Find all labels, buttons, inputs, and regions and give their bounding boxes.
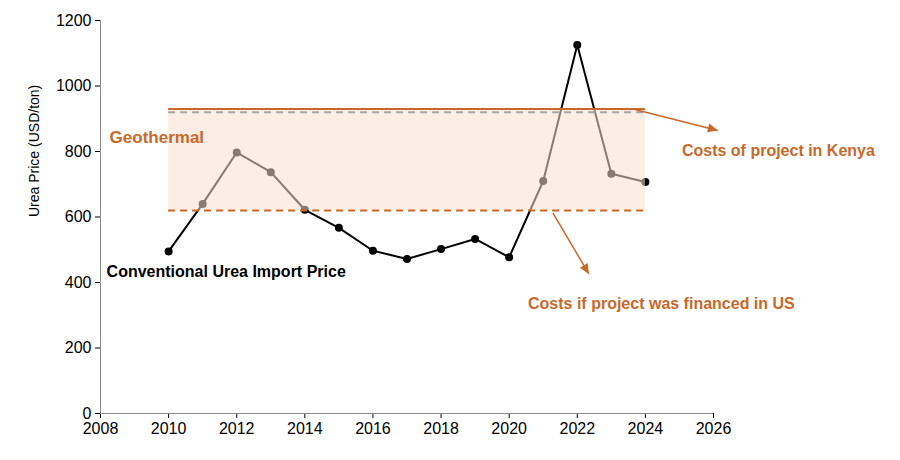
svg-text:0: 0	[82, 404, 92, 422]
svg-text:1000: 1000	[56, 77, 92, 94]
svg-text:200: 200	[65, 339, 92, 356]
svg-text:2010: 2010	[151, 420, 187, 437]
svg-text:2022: 2022	[559, 420, 595, 437]
svg-text:2014: 2014	[287, 420, 323, 437]
svg-text:Geothermal: Geothermal	[110, 128, 204, 147]
svg-text:2018: 2018	[423, 420, 459, 437]
svg-text:1200: 1200	[56, 12, 92, 29]
svg-text:Costs if project was financed: Costs if project was financed in US	[528, 295, 795, 312]
svg-text:600: 600	[65, 208, 92, 225]
svg-text:Costs of project in Kenya: Costs of project in Kenya	[682, 142, 875, 159]
svg-text:2024: 2024	[628, 420, 664, 437]
svg-text:2016: 2016	[355, 420, 391, 437]
svg-text:2008: 2008	[83, 420, 119, 437]
svg-text:400: 400	[65, 274, 92, 291]
svg-text:2026: 2026	[696, 420, 732, 437]
svg-text:2020: 2020	[491, 420, 527, 437]
svg-text:Urea Price (USD/ton): Urea Price (USD/ton)	[26, 85, 42, 217]
svg-text:2012: 2012	[219, 420, 255, 437]
svg-text:Conventional Urea Import Price: Conventional Urea Import Price	[107, 263, 346, 280]
svg-text:800: 800	[65, 143, 92, 160]
